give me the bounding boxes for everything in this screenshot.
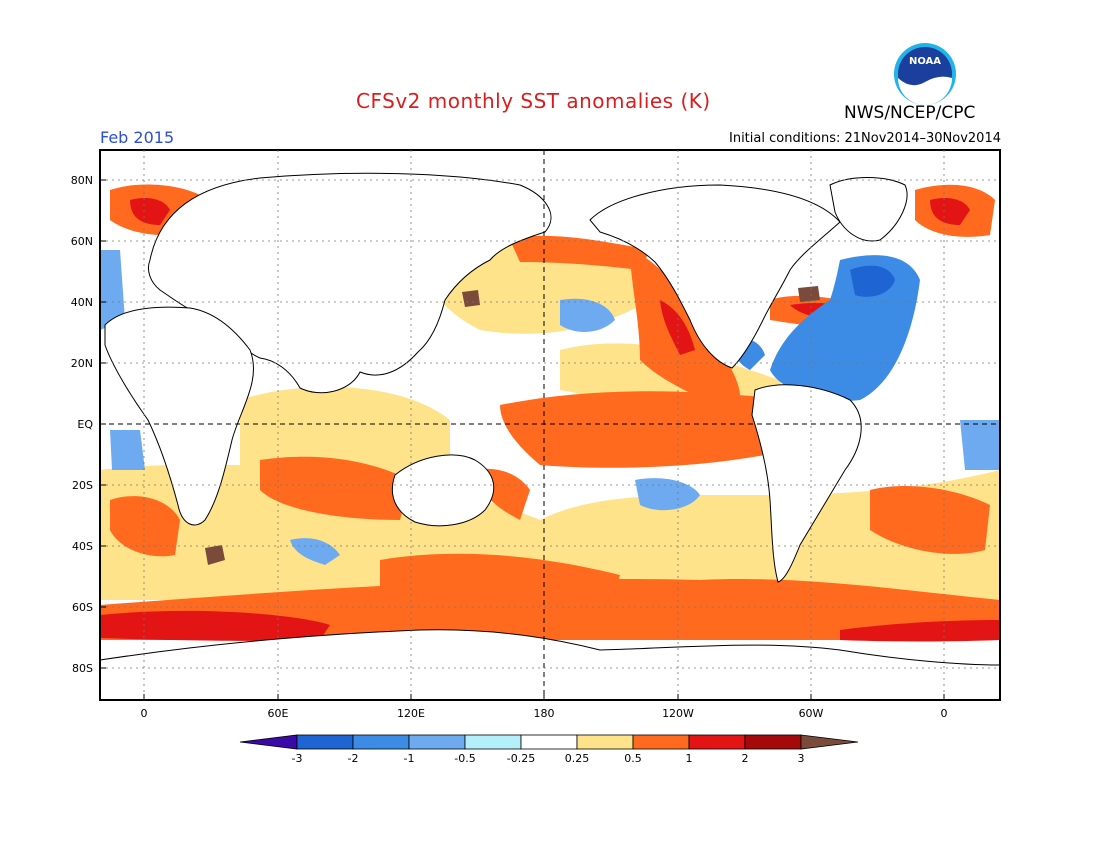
lon-tick-label: 120E bbox=[397, 707, 425, 720]
colorbar-swatch bbox=[576, 734, 634, 750]
lat-tick-label: EQ bbox=[77, 418, 93, 431]
colorbar-label: 1 bbox=[686, 752, 693, 765]
greenland-landmass bbox=[829, 177, 908, 242]
colorbar-swatch bbox=[408, 734, 466, 750]
lat-tick-label: 80S bbox=[72, 662, 93, 675]
colorbar-label: -0.5 bbox=[454, 752, 475, 765]
map-title: CFSv2 monthly SST anomalies (K) bbox=[356, 89, 711, 113]
antarctica-landmass bbox=[100, 629, 1000, 700]
equatorial-pacific-warm bbox=[500, 391, 790, 468]
lon-tick-label: 0 bbox=[141, 707, 148, 720]
africa-landmass bbox=[104, 306, 254, 526]
longitude-tick-labels: 0 60E 120E 180 120W 60W 0 bbox=[141, 694, 948, 720]
colorbar-over-triangle bbox=[800, 734, 859, 750]
forecast-month: Feb 2015 bbox=[100, 128, 175, 147]
lat-tick-label: 60N bbox=[71, 235, 93, 248]
initial-conditions: Initial conditions: 21Nov2014–30Nov2014 bbox=[729, 131, 1001, 146]
colorbar-label: -1 bbox=[404, 752, 415, 765]
agency-label: NWS/NCEP/CPC bbox=[844, 103, 976, 123]
north-america-landmass bbox=[589, 184, 841, 369]
lat-tick-label: 80N bbox=[71, 174, 93, 187]
lon-tick-label: 60W bbox=[799, 707, 824, 720]
colorbar-under-triangle bbox=[239, 734, 298, 750]
colorbar-swatch bbox=[632, 734, 690, 750]
latitude-tick-labels: 80N 60N 40N 20N EQ 20S 40S 60S 80S bbox=[71, 174, 106, 675]
colorbar-swatch bbox=[688, 734, 746, 750]
colorbar-label: -3 bbox=[292, 752, 303, 765]
svg-text:NOAA: NOAA bbox=[909, 56, 941, 67]
graticule bbox=[100, 150, 1000, 700]
lon-tick-label: 60E bbox=[268, 707, 289, 720]
colorbar-label: 0.5 bbox=[624, 752, 642, 765]
lat-tick-label: 40S bbox=[72, 540, 93, 553]
colorbar-swatch bbox=[352, 734, 410, 750]
colorbar-label: 3 bbox=[798, 752, 805, 765]
lon-tick-label: 0 bbox=[941, 707, 948, 720]
lon-tick-label: 120W bbox=[662, 707, 694, 720]
colorbar-label: 0.25 bbox=[565, 752, 590, 765]
colorbar-swatch bbox=[744, 734, 802, 750]
lat-tick-label: 20S bbox=[72, 479, 93, 492]
colorbar-label: -0.25 bbox=[507, 752, 535, 765]
colorbar-swatch bbox=[464, 734, 522, 750]
colorbar-label: -2 bbox=[348, 752, 359, 765]
map-frame bbox=[99, 149, 1001, 701]
australia-landmass bbox=[391, 454, 495, 527]
colorbar: -3 -2 -1 -0.5 -0.25 0.25 0.5 1 2 3 bbox=[239, 734, 859, 765]
colorbar-swatch bbox=[520, 734, 578, 750]
lat-tick-label: 60S bbox=[72, 601, 93, 614]
lat-tick-label: 40N bbox=[71, 296, 93, 309]
lat-tick-label: 20N bbox=[71, 357, 93, 370]
noaa-logo-icon: NOAA bbox=[894, 43, 956, 105]
colorbar-label: 2 bbox=[742, 752, 749, 765]
south-america-landmass bbox=[751, 384, 862, 583]
lon-tick-label: 180 bbox=[534, 707, 555, 720]
colorbar-swatch bbox=[296, 734, 354, 750]
continent-outlines bbox=[100, 172, 1000, 700]
